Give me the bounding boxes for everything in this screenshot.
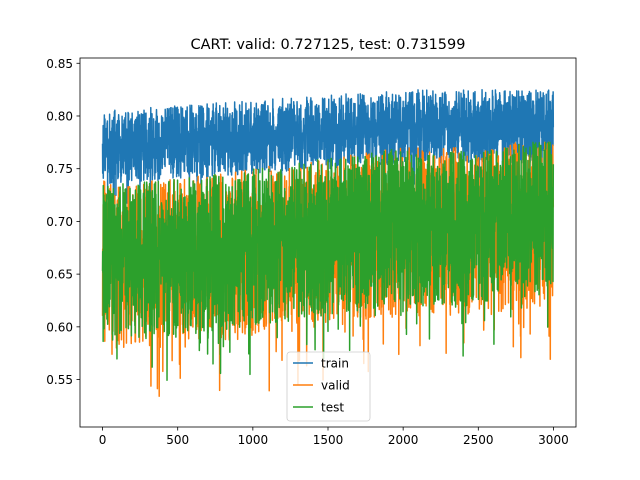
x-tick-label: 1500 bbox=[313, 433, 344, 447]
y-axis: 0.55 0.60 0.65 0.70 0.75 0.80 0.85 bbox=[46, 57, 80, 387]
series-line-train bbox=[101, 88, 555, 205]
series-layer bbox=[101, 88, 555, 397]
y-tick-label: 0.85 bbox=[46, 57, 73, 71]
series-line-test bbox=[101, 141, 555, 382]
y-tick-label: 0.80 bbox=[46, 109, 73, 123]
legend-label-train: train bbox=[321, 357, 349, 371]
y-tick-label: 0.75 bbox=[46, 162, 73, 176]
x-tick-label: 1000 bbox=[238, 433, 269, 447]
legend-box bbox=[286, 351, 371, 422]
y-tick-label: 0.70 bbox=[46, 215, 73, 229]
legend-label-test: test bbox=[321, 401, 344, 415]
x-tick-label: 3000 bbox=[538, 433, 569, 447]
chart-title: CART: valid: 0.727125, test: 0.731599 bbox=[191, 37, 466, 53]
x-tick-label: 0 bbox=[99, 433, 107, 447]
x-axis: 0 500 1000 1500 2000 2500 3000 bbox=[99, 427, 569, 447]
y-tick-label: 0.60 bbox=[46, 320, 73, 334]
x-tick-label: 2000 bbox=[388, 433, 419, 447]
y-tick-label: 0.55 bbox=[46, 373, 73, 387]
legend-label-valid: valid bbox=[321, 379, 350, 393]
x-tick-label: 2500 bbox=[463, 433, 494, 447]
legend: train valid test bbox=[286, 351, 371, 422]
x-tick-label: 500 bbox=[166, 433, 189, 447]
y-tick-label: 0.65 bbox=[46, 268, 73, 282]
